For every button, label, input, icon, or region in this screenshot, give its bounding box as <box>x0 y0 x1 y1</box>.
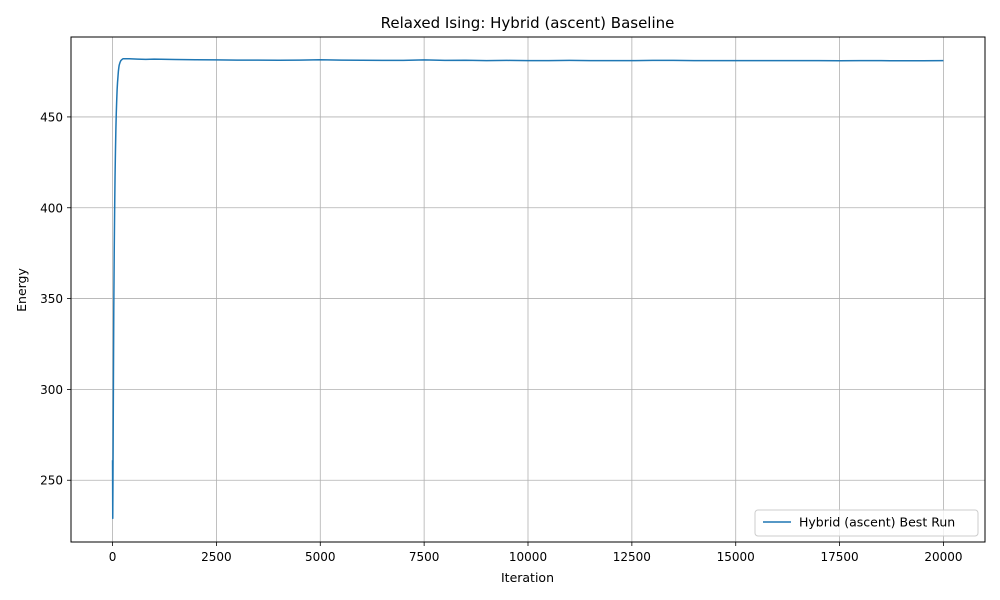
x-tick-label: 2500 <box>201 550 232 564</box>
y-axis-label: Energy <box>14 268 29 312</box>
x-axis-ticks: 0 2500 5000 7500 10000 12500 15000 17500 20000 <box>109 542 963 564</box>
x-tick-label: 10000 <box>509 550 547 564</box>
legend-box <box>754 509 979 537</box>
x-axis-label: Iteration <box>501 570 554 585</box>
x-tick-label: 0 <box>109 550 117 564</box>
chart-title: Relaxed Ising: Hybrid (ascent) Baseline <box>381 14 675 32</box>
y-tick-label: 300 <box>40 383 63 397</box>
series-line-0 <box>111 58 944 520</box>
plot-area <box>111 58 944 520</box>
y-axis-ticks: 250 300 350 400 450 <box>40 110 71 488</box>
grid <box>71 37 985 542</box>
legend-series-label: Hybrid (ascent) Best Run <box>799 515 955 530</box>
legend: Hybrid (ascent) Best Run <box>754 509 979 537</box>
x-tick-label: 20000 <box>924 550 962 564</box>
plot-frame <box>70 36 986 543</box>
y-tick-label: 350 <box>40 292 63 306</box>
x-tick-label: 7500 <box>409 550 440 564</box>
x-tick-label: 17500 <box>820 550 858 564</box>
y-tick-label: 450 <box>40 110 63 124</box>
x-tick-label: 5000 <box>305 550 336 564</box>
y-tick-label: 250 <box>40 474 63 488</box>
x-tick-label: 12500 <box>613 550 651 564</box>
y-tick-label: 400 <box>40 201 63 215</box>
x-tick-label: 15000 <box>717 550 755 564</box>
